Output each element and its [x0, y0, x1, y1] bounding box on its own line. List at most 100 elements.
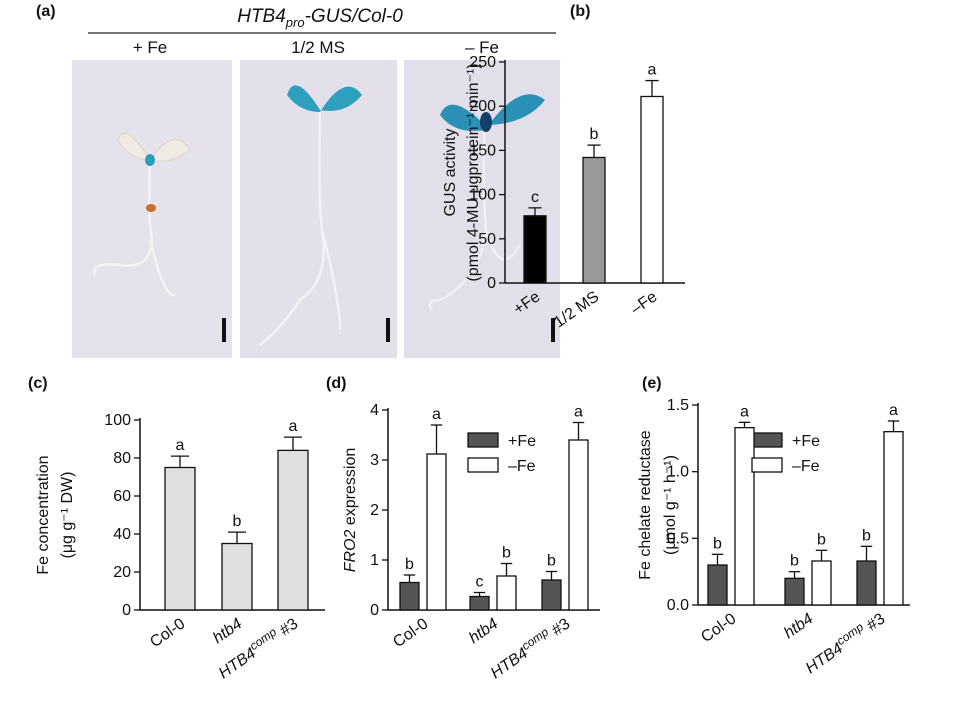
panel-label: (c) — [28, 375, 48, 392]
bar — [541, 579, 562, 611]
y-tick-label: 100 — [104, 412, 131, 429]
condition-label: 1/2 MS — [291, 38, 345, 57]
significance-letter: a — [176, 437, 185, 454]
y-tick-label: 0 — [122, 602, 131, 619]
bar — [399, 581, 420, 611]
y-label-part: (μmol g⁻¹ h⁻¹) — [662, 455, 679, 555]
x-tick-label: –Fe — [628, 288, 660, 318]
significance-letter: b — [233, 513, 242, 530]
y-tick-label: 100 — [469, 187, 496, 204]
legend-label: –Fe — [508, 458, 536, 475]
significance-letter: b — [590, 126, 599, 143]
y-tick-label: 50 — [478, 231, 496, 248]
y-tick-label: 1 — [370, 552, 379, 569]
y-label-part: FRO2 — [342, 529, 359, 572]
y-label-part: Fe chelate reductase — [637, 430, 654, 580]
condition-label: + Fe — [133, 38, 168, 57]
legend-label: –Fe — [792, 458, 820, 475]
x-tick-label: Col-0 — [698, 610, 739, 646]
panel-label: (e) — [642, 375, 662, 392]
bar — [582, 156, 606, 284]
category-part: –Fe — [628, 288, 660, 318]
bar — [883, 431, 904, 606]
y-tick-label: 4 — [370, 402, 379, 419]
y-tick-label: 60 — [113, 488, 131, 505]
y-tick-label: 1.5 — [667, 397, 689, 414]
significance-letter: a — [889, 402, 898, 419]
legend-swatch — [467, 432, 499, 448]
y-tick-label: 3 — [370, 452, 379, 469]
bar — [469, 595, 490, 611]
bar — [568, 439, 589, 611]
panel-label: (a) — [36, 3, 56, 20]
y-axis-label: Fe concentration — [35, 455, 52, 574]
category-part: htb4 — [781, 610, 816, 642]
category-part: #3 — [860, 610, 888, 637]
significance-letter: a — [740, 403, 749, 420]
y-label-part: expression — [342, 448, 359, 530]
x-tick-label: Col-0 — [147, 615, 188, 651]
category-part: Col-0 — [147, 615, 188, 651]
title-subscript: pro — [285, 15, 305, 30]
y-axis-label: (pmol 4-MU μgprotein⁻¹ min⁻¹) — [465, 63, 482, 281]
category-part: Col-0 — [390, 615, 431, 651]
significance-letter: b — [862, 527, 871, 544]
significance-letter: a — [574, 404, 583, 421]
y-tick-label: 80 — [113, 450, 131, 467]
bar — [640, 95, 664, 284]
y-tick-label: 20 — [113, 564, 131, 581]
x-tick-label: Col-0 — [390, 615, 431, 651]
significance-letter: a — [289, 418, 298, 435]
y-tick-label: 2 — [370, 502, 379, 519]
bar — [164, 466, 196, 611]
significance-letter: b — [405, 556, 414, 573]
x-tick-label: HTB4comp #3 — [800, 607, 888, 677]
y-axis-label: GUS activity — [442, 128, 459, 216]
panel-label: (b) — [570, 3, 590, 20]
y-tick-label: 200 — [469, 98, 496, 115]
x-tick-label: htb4 — [466, 615, 501, 647]
significance-letter: b — [817, 531, 826, 548]
y-tick-label: 0 — [370, 602, 379, 619]
significance-letter: b — [713, 535, 722, 552]
bar — [277, 449, 309, 611]
category-part: htb4 — [466, 615, 501, 647]
photo-title: HTB4pro-GUS/Col-0 — [237, 6, 403, 30]
y-axis-label: (μg g⁻¹ DW) — [59, 472, 76, 559]
bar — [496, 575, 517, 611]
y-tick-label: 0 — [487, 275, 496, 292]
y-label-part: (pmol 4-MU μgprotein⁻¹ min⁻¹) — [465, 63, 482, 281]
y-tick-label: 40 — [113, 526, 131, 543]
legend-label: +Fe — [792, 433, 820, 450]
x-tick-label: htb4 — [781, 610, 816, 642]
bar — [707, 564, 728, 606]
y-tick-label: 1.0 — [667, 464, 689, 481]
category-part: #3 — [545, 615, 573, 642]
category-part: Col-0 — [698, 610, 739, 646]
bar — [523, 215, 547, 284]
y-tick-label: 250 — [469, 54, 496, 71]
y-axis-label: Fe chelate reductase — [637, 430, 654, 580]
bar — [426, 453, 447, 611]
category-part: #3 — [273, 615, 301, 642]
y-label-part: (μg g⁻¹ DW) — [59, 472, 76, 559]
legend-swatch — [751, 457, 783, 473]
y-axis-label: (μmol g⁻¹ h⁻¹) — [662, 455, 679, 555]
x-tick-label: htb4 — [210, 615, 245, 647]
significance-letter: a — [432, 406, 441, 423]
photo — [72, 60, 560, 358]
y-tick-label: 150 — [469, 142, 496, 159]
y-label-part: GUS activity — [442, 128, 459, 216]
legend-swatch — [467, 457, 499, 473]
bar — [221, 542, 253, 611]
significance-letter: b — [790, 553, 799, 570]
panel-label: (d) — [326, 375, 346, 392]
significance-letter: c — [476, 574, 484, 591]
bar — [784, 577, 805, 606]
y-axis-label: FRO2 expression — [342, 448, 359, 573]
legend-swatch — [751, 432, 783, 448]
y-label-part: Fe concentration — [35, 455, 52, 574]
title-part: -GUS/Col-0 — [305, 6, 404, 27]
legend-label: +Fe — [508, 433, 536, 450]
